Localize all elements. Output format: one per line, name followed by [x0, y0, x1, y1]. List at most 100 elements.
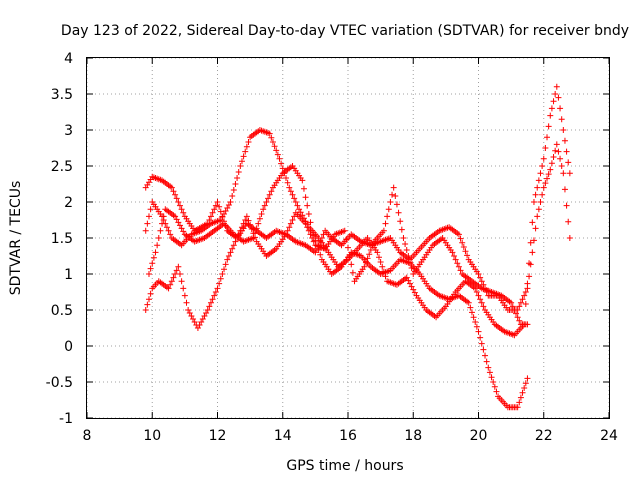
data-point [232, 238, 239, 245]
data-point [561, 137, 568, 144]
data-point [142, 227, 149, 234]
data-point [265, 195, 272, 202]
data-point [309, 235, 316, 241]
x-axis-label: GPS time / hours [286, 458, 403, 474]
data-point [269, 139, 276, 145]
data-point [517, 299, 524, 306]
data-point [248, 226, 255, 232]
data-point [529, 219, 536, 226]
data-point [361, 263, 368, 270]
data-point [488, 374, 495, 381]
data-point [147, 265, 154, 272]
data-point [224, 256, 231, 263]
data-point [558, 163, 565, 169]
data-point [366, 251, 373, 258]
data-point [402, 241, 409, 247]
data-point [242, 148, 249, 155]
data-point [221, 266, 228, 273]
data-point [147, 206, 154, 213]
data-point [163, 224, 170, 231]
data-point [530, 199, 537, 205]
data-point [490, 379, 497, 385]
data-point [491, 383, 498, 390]
data-point [561, 186, 568, 193]
x-tick-label: 14 [274, 428, 292, 444]
data-point [176, 202, 183, 209]
y-tick-label: 2 [64, 195, 73, 211]
data-point [157, 227, 164, 234]
data-point [542, 145, 549, 151]
data-point [178, 206, 185, 213]
data-point [539, 163, 546, 169]
axis-ticks: 8 10 12 14 16 18 20 22 24 -1 -0.5 0 0.5 1 1.5 2 2.5 3 3.5 4 [46, 51, 618, 444]
data-point [291, 195, 298, 202]
data-point [304, 224, 311, 231]
data-point [159, 220, 166, 227]
data-point [540, 155, 547, 162]
data-point [214, 285, 221, 292]
data-point [299, 177, 306, 184]
data-point [343, 236, 350, 243]
data-point [451, 253, 458, 259]
chart-title: Day 123 of 2022, Sidereal Day-to-day VTE… [61, 23, 629, 39]
data-point [529, 249, 536, 256]
data-point [400, 235, 407, 241]
data-point [457, 235, 464, 242]
data-point [548, 160, 555, 167]
data-point [565, 159, 572, 166]
data-point [255, 220, 262, 227]
data-point [513, 310, 520, 317]
x-tick-label: 10 [143, 428, 161, 444]
data-point [389, 191, 396, 198]
data-point [292, 199, 299, 205]
data-point [380, 227, 387, 234]
data-point [230, 242, 237, 249]
data-point [243, 213, 250, 220]
data-point [455, 231, 462, 238]
data-point [566, 170, 573, 177]
data-point [553, 141, 560, 148]
data-point [483, 358, 490, 365]
data-point [547, 112, 554, 119]
data-point [217, 275, 224, 282]
data-point [173, 267, 180, 274]
data-point [550, 98, 557, 105]
data-point [232, 181, 239, 187]
data-point [482, 352, 489, 359]
data-point [310, 238, 317, 245]
data-point [397, 218, 404, 225]
data-point [144, 220, 151, 227]
data-point [274, 151, 281, 158]
data-point [312, 249, 319, 256]
data-point [508, 299, 515, 306]
data-point [514, 404, 521, 411]
data-point [144, 301, 151, 308]
data-point [243, 143, 250, 150]
data-point [532, 225, 539, 232]
data-point [547, 166, 554, 173]
data-point [526, 273, 533, 280]
data-point [165, 285, 172, 292]
data-point [395, 209, 402, 216]
data-point [212, 289, 219, 295]
data-point [390, 184, 397, 191]
data-point [480, 346, 487, 353]
data-point [152, 249, 159, 256]
data-point [470, 314, 477, 321]
data-point [287, 220, 294, 227]
data-point [209, 296, 216, 303]
data-point [219, 271, 226, 277]
data-point [557, 105, 564, 112]
data-point [369, 242, 376, 249]
data-point [524, 375, 531, 382]
data-point [552, 147, 559, 154]
data-point [539, 191, 546, 198]
data-point [516, 303, 523, 310]
data-point [346, 253, 353, 259]
data-point [545, 171, 552, 178]
data-point [464, 252, 471, 259]
data-point [229, 193, 236, 199]
data-point [455, 263, 462, 270]
